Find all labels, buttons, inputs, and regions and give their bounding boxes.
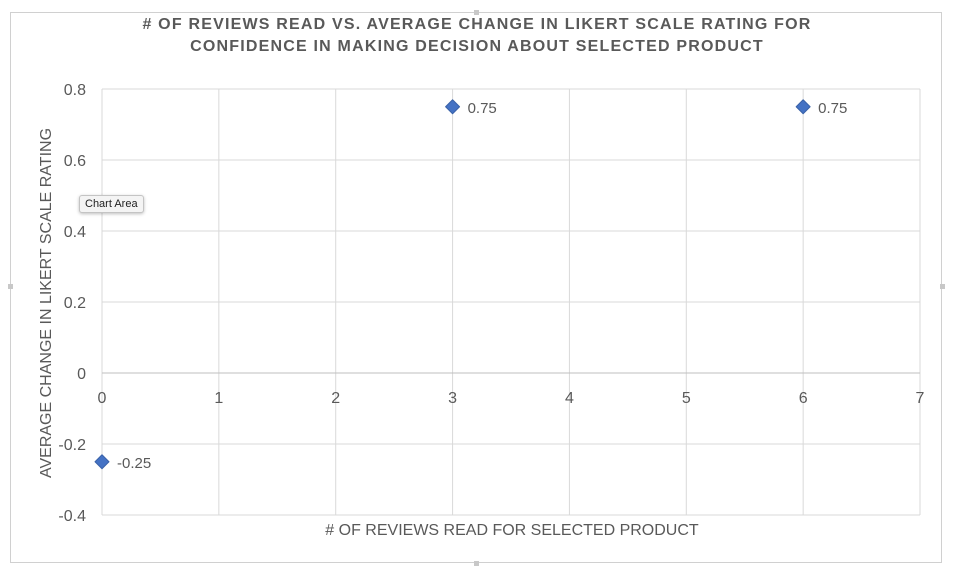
data-series: -0.25 0.75 0.75 [94, 99, 847, 472]
x-tick-label: 5 [682, 390, 691, 407]
y-tick-label: 0.6 [64, 153, 86, 170]
x-axis-title: # OF REVIEWS READ FOR SELECTED PRODUCT [325, 522, 699, 539]
data-point[interactable] [94, 454, 110, 470]
data-point[interactable] [445, 99, 461, 115]
data-label: 0.75 [468, 100, 497, 117]
x-tick-label: 2 [331, 390, 340, 407]
x-tick-label: 4 [565, 390, 574, 407]
data-point[interactable] [795, 99, 811, 115]
x-tick-label: 0 [98, 390, 107, 407]
y-tick-label: -0.2 [58, 437, 86, 454]
gridlines [101, 88, 921, 516]
y-tick-label: 0.4 [64, 224, 86, 241]
resize-handle-left[interactable] [8, 284, 13, 289]
data-label: 0.75 [818, 100, 847, 117]
y-tick-label: -0.4 [58, 508, 86, 525]
x-tick-label: 7 [916, 390, 925, 407]
y-axis-title: AVERAGE CHANGE IN LIKERT SCALE RATING [38, 128, 55, 478]
resize-handle-bottom[interactable] [474, 561, 479, 566]
chart-title-line-2: CONFIDENCE IN MAKING DECISION ABOUT SELE… [190, 38, 764, 55]
y-tick-label: 0.8 [64, 82, 86, 99]
resize-handle-top[interactable] [474, 10, 479, 15]
chart-area[interactable] [10, 12, 942, 563]
y-tick-label: 0 [77, 366, 86, 383]
y-tick-label: 0.2 [64, 295, 86, 312]
x-tick-label: 1 [214, 390, 223, 407]
x-tick-labels: 0 1 2 3 4 5 6 7 [98, 390, 925, 407]
chart-title-line-1: # OF REVIEWS READ VS. AVERAGE CHANGE IN … [142, 16, 812, 33]
y-tick-labels: 0.8 0.6 0.4 0.2 0 -0.2 -0.4 [58, 82, 86, 525]
resize-handle-right[interactable] [940, 284, 945, 289]
chart-area-tooltip: Chart Area [79, 195, 144, 213]
x-tick-label: 6 [799, 390, 808, 407]
x-tick-label: 3 [448, 390, 457, 407]
data-label: -0.25 [117, 455, 151, 472]
chart-title: # OF REVIEWS READ VS. AVERAGE CHANGE IN … [0, 14, 954, 58]
